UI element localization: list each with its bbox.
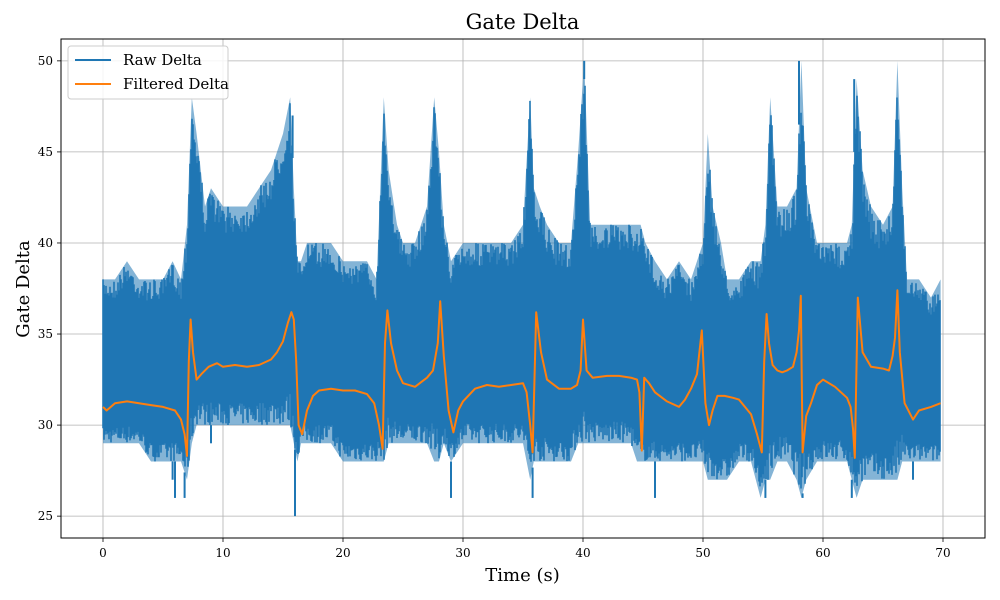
x-tick-label: 70 xyxy=(935,546,950,560)
x-tick-label: 20 xyxy=(335,546,350,560)
plot-frame xyxy=(60,38,986,539)
raw-delta-series xyxy=(102,60,941,517)
x-axis-label: Time (s) xyxy=(485,565,560,586)
raw-delta-envelope xyxy=(103,60,941,498)
y-axis-label: Gate Delta xyxy=(13,240,34,338)
y-axis-ticks: 25 30 35 40 45 50 xyxy=(38,54,61,523)
y-tick-label: 45 xyxy=(38,145,53,159)
y-tick-label: 50 xyxy=(38,54,53,68)
x-tick-label: 30 xyxy=(455,546,470,560)
legend-label-raw: Raw Delta xyxy=(123,51,202,69)
filtered-delta-line xyxy=(102,289,941,459)
x-tick-label: 0 xyxy=(99,546,107,560)
x-tick-label: 50 xyxy=(695,546,710,560)
y-tick-label: 30 xyxy=(38,418,53,432)
y-tick-label: 25 xyxy=(38,509,53,523)
y-tick-label: 35 xyxy=(38,327,53,341)
legend: Raw Delta Filtered Delta xyxy=(67,45,229,100)
legend-label-filtered: Filtered Delta xyxy=(123,75,229,93)
x-tick-label: 60 xyxy=(815,546,830,560)
x-axis-ticks: 0 10 20 30 40 50 60 70 xyxy=(99,538,951,560)
y-tick-label: 40 xyxy=(38,236,53,250)
x-tick-label: 10 xyxy=(215,546,230,560)
x-tick-label: 40 xyxy=(575,546,590,560)
chart-title: Gate Delta xyxy=(466,10,580,34)
filtered-delta-series xyxy=(102,289,941,459)
